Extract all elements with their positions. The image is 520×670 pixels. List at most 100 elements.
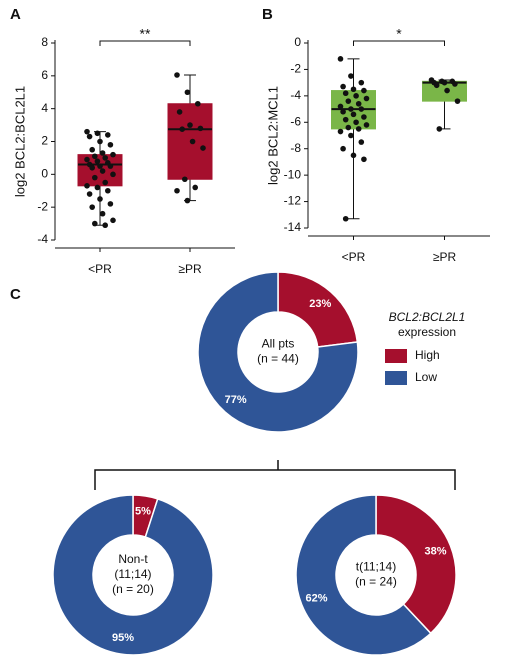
point	[358, 79, 365, 86]
point	[110, 171, 116, 178]
y-tick-label: -2	[290, 62, 301, 76]
point	[342, 116, 349, 123]
point	[348, 132, 354, 139]
point	[107, 141, 114, 148]
y-tick-label: -12	[284, 194, 302, 208]
point	[353, 93, 359, 99]
point	[433, 82, 440, 89]
donut-slice	[375, 494, 457, 635]
center-text: (n = 24)	[355, 575, 397, 589]
y-tick-label: -14	[284, 220, 302, 234]
y-tick-label: -8	[290, 141, 301, 155]
point	[444, 87, 450, 94]
point	[363, 95, 370, 102]
y-tick-label: -10	[284, 167, 302, 181]
legend-title: BCL2:BCL2L1	[389, 310, 466, 324]
point	[340, 83, 346, 90]
y-tick-label: 0	[41, 167, 48, 181]
center-text: (n = 20)	[112, 582, 154, 596]
point	[110, 217, 116, 224]
point	[358, 139, 365, 145]
point	[348, 106, 354, 112]
point	[361, 87, 367, 94]
center-text: All pts	[262, 337, 295, 351]
point	[174, 187, 180, 194]
point	[107, 163, 114, 169]
donut-slice	[197, 271, 359, 433]
legend-label: High	[415, 348, 440, 362]
point	[99, 210, 106, 217]
x-tick-label: <PR	[342, 250, 366, 264]
y-tick-label: 6	[41, 68, 48, 82]
point	[361, 156, 367, 163]
point	[195, 100, 201, 107]
point	[105, 187, 111, 194]
point	[89, 164, 95, 171]
point	[97, 196, 103, 202]
y-tick-label: -2	[37, 199, 48, 213]
slice-label: 95%	[112, 632, 134, 644]
point	[184, 197, 191, 204]
y-tick-label: -6	[290, 114, 301, 128]
point	[436, 126, 443, 132]
point	[345, 124, 352, 131]
point	[92, 153, 98, 160]
significance: **	[140, 26, 151, 42]
point	[342, 215, 349, 222]
point	[102, 155, 108, 161]
y-tick-label: 8	[41, 35, 48, 49]
bracket	[94, 460, 456, 490]
slice-label: 38%	[424, 545, 446, 557]
legend-title: expression	[398, 325, 456, 339]
point	[174, 72, 180, 78]
point	[97, 163, 103, 169]
point	[348, 73, 354, 79]
point	[350, 86, 357, 93]
slice-label: 62%	[305, 592, 327, 604]
y-tick-label: 0	[294, 35, 301, 49]
point	[337, 56, 344, 62]
significance-bracket	[353, 40, 445, 46]
point	[92, 220, 98, 227]
point	[179, 126, 185, 132]
point	[192, 184, 198, 191]
point	[355, 100, 362, 107]
point	[363, 122, 370, 128]
y-tick-label: -4	[37, 232, 48, 246]
panel-label: B	[262, 6, 273, 23]
y-axis-label: log2 BCL2:MCL1	[265, 86, 280, 185]
point	[353, 119, 359, 126]
point	[200, 145, 206, 151]
legend-label: Low	[415, 370, 437, 384]
point	[92, 174, 98, 181]
y-axis-label: log2 BCL2:BCL2L1	[12, 86, 27, 197]
point	[110, 151, 116, 158]
slice-label: 77%	[225, 394, 247, 406]
donut-slice	[295, 494, 432, 656]
legend-swatch	[385, 349, 407, 363]
point	[99, 168, 106, 174]
point	[97, 138, 103, 145]
point	[94, 184, 101, 191]
center-text: t(11;14)	[356, 560, 396, 574]
y-tick-label: 4	[41, 101, 48, 115]
x-tick-label: ≥PR	[178, 262, 202, 276]
point	[441, 79, 448, 86]
donut-slice	[52, 494, 214, 656]
point	[105, 132, 111, 138]
x-tick-label: <PR	[88, 262, 112, 276]
point	[355, 126, 362, 132]
legend-swatch	[385, 371, 407, 385]
point	[350, 111, 357, 118]
center-text: Non-t	[118, 552, 148, 566]
point	[345, 98, 352, 104]
point	[189, 138, 196, 145]
point	[454, 98, 461, 104]
point	[337, 103, 344, 110]
point	[89, 204, 95, 210]
x-tick-label: ≥PR	[433, 250, 457, 264]
point	[197, 125, 204, 132]
significance-bracket	[99, 40, 191, 46]
significance: *	[396, 26, 402, 42]
